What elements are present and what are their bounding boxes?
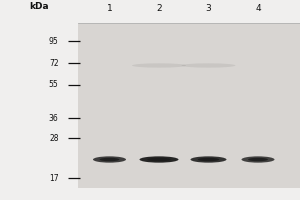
Ellipse shape (248, 158, 268, 161)
Text: 2: 2 (156, 4, 162, 13)
Ellipse shape (140, 156, 178, 163)
Text: 1: 1 (106, 4, 112, 13)
Ellipse shape (93, 156, 126, 163)
Text: 17: 17 (49, 174, 58, 183)
Text: 3: 3 (206, 4, 212, 13)
Ellipse shape (147, 158, 171, 161)
Text: 55: 55 (49, 80, 58, 89)
Ellipse shape (100, 158, 119, 161)
FancyBboxPatch shape (78, 23, 300, 188)
Ellipse shape (132, 63, 186, 68)
Text: 28: 28 (49, 134, 58, 143)
Ellipse shape (198, 158, 219, 161)
Ellipse shape (190, 156, 226, 163)
Text: 4: 4 (255, 4, 261, 13)
Ellipse shape (242, 156, 274, 163)
Text: kDa: kDa (29, 2, 49, 11)
FancyBboxPatch shape (0, 3, 300, 200)
Text: 95: 95 (49, 37, 58, 46)
Ellipse shape (182, 63, 236, 68)
Text: 36: 36 (49, 114, 58, 123)
Text: 72: 72 (49, 59, 58, 68)
